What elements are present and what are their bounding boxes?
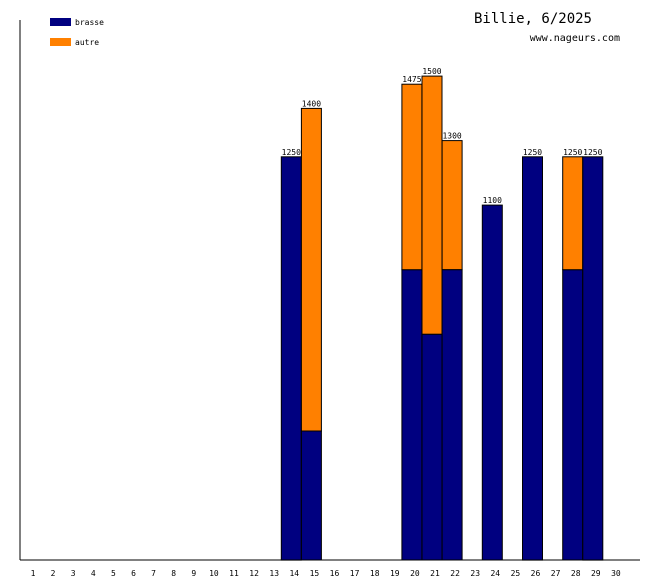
x-tick-label: 5: [111, 569, 116, 578]
legend-swatch: [50, 38, 71, 46]
bar-total-label: 1250: [282, 148, 301, 157]
x-tick-label: 2: [51, 569, 56, 578]
x-tick-label: 19: [390, 569, 400, 578]
bar-total-label: 1250: [563, 148, 582, 157]
bar-autre-day-20: [401, 83, 423, 271]
bar-brasse-day-14: [280, 156, 302, 561]
x-tick-label: 25: [511, 569, 521, 578]
bars: [280, 75, 604, 561]
x-tick-label: 10: [209, 569, 219, 578]
x-tick-label: 7: [151, 569, 156, 578]
x-tick-label: 16: [330, 569, 340, 578]
bar-brasse-day-15: [300, 430, 322, 561]
x-tick-label: 27: [551, 569, 561, 578]
chart-title: Billie, 6/2025: [474, 11, 592, 27]
x-tick-label: 11: [229, 569, 239, 578]
bar-total-label: 1100: [483, 196, 502, 205]
x-tick-label: 30: [611, 569, 621, 578]
bar-total-label: 1250: [523, 148, 542, 157]
x-tick-label: 17: [350, 569, 360, 578]
chart-subtitle: www.nageurs.com: [530, 33, 620, 44]
x-tick-label: 12: [249, 569, 259, 578]
x-tick-label: 1: [31, 569, 36, 578]
x-tick-label: 18: [370, 569, 380, 578]
x-tick-label: 4: [91, 569, 96, 578]
x-tick-label: 3: [71, 569, 76, 578]
x-tick-labels: 1 2 3 4 5 6 7 8 9 10 11 12 13 14 15 16 17 18 19 20 21 22 23 24 2…: [31, 569, 621, 578]
bar-total-label: 1500: [422, 67, 441, 76]
x-tick-label: 8: [171, 569, 176, 578]
bar-brasse-day-28: [562, 269, 584, 561]
x-tick-label: 26: [531, 569, 541, 578]
bar-autre-day-15: [300, 107, 322, 432]
x-tick-label: 22: [450, 569, 460, 578]
bar-autre-day-22: [441, 140, 463, 271]
legend-swatch: [50, 18, 71, 26]
bar-brasse-day-20: [401, 269, 423, 561]
bar-total-label: 1250: [583, 148, 602, 157]
bar-brasse-day-24: [481, 204, 503, 561]
x-tick-label: 14: [289, 569, 299, 578]
legend: brasse autre: [50, 18, 104, 47]
legend-label: autre: [75, 38, 99, 47]
bar-total-label: 1400: [302, 99, 321, 108]
bar-autre-day-21: [421, 75, 443, 335]
bar-total-label: 1475: [402, 75, 421, 84]
x-tick-label: 20: [410, 569, 420, 578]
x-tick-label: 29: [591, 569, 601, 578]
bar-autre-day-28: [562, 156, 584, 271]
bar-brasse-day-22: [441, 269, 463, 561]
x-tick-label: 9: [191, 569, 196, 578]
x-tick-label: 28: [571, 569, 581, 578]
x-tick-label: 23: [470, 569, 480, 578]
x-tick-label: 13: [269, 569, 279, 578]
x-tick-label: 15: [310, 569, 320, 578]
bar-total-label: 1300: [442, 132, 461, 141]
x-tick-label: 6: [131, 569, 136, 578]
x-tick-label: 21: [430, 569, 440, 578]
bar-brasse-day-29: [582, 156, 604, 561]
bar-brasse-day-26: [522, 156, 543, 561]
bar-brasse-day-21: [421, 333, 443, 561]
x-tick-label: 24: [490, 569, 500, 578]
legend-label: brasse: [75, 18, 104, 27]
